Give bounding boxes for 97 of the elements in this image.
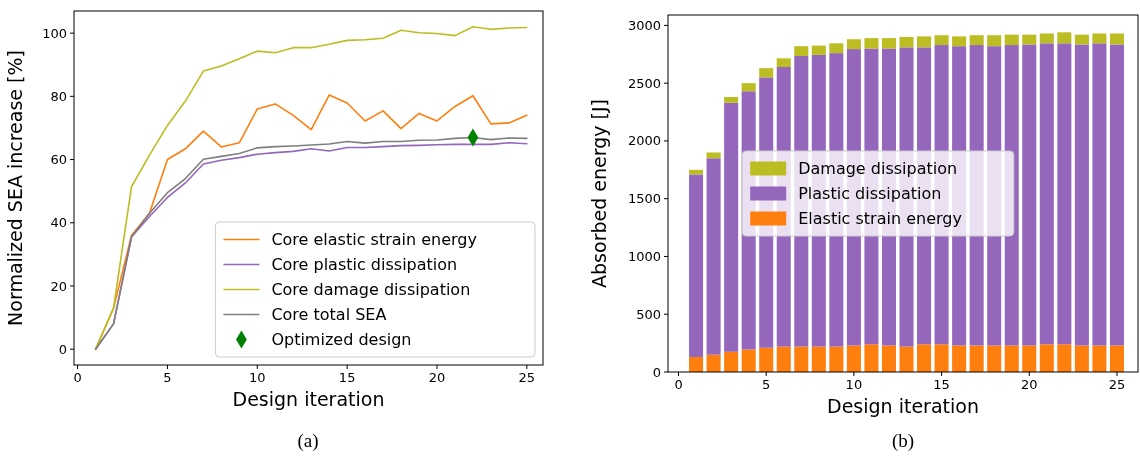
bar [1004,34,1019,46]
legend-label: Core damage dissipation [271,280,471,300]
bar [1057,344,1072,372]
bar [1109,33,1124,45]
bar [776,346,791,372]
bar [706,158,721,355]
text: (a) [297,430,319,452]
x-tick-label: 15 [933,377,950,392]
bar [811,346,826,372]
x-tick-label: 0 [674,377,683,392]
y-axis-title: Absorbed energy [J] [588,99,610,288]
bar [952,345,967,372]
bar [899,346,914,372]
y-tick-label: 60 [50,152,67,168]
x-tick-label: 25 [1108,377,1126,392]
x-tick-label: 10 [249,370,266,385]
y-tick-label: 2000 [627,133,661,149]
legend-label: Core total SEA [271,305,387,325]
y-tick-label: 3000 [627,17,661,33]
bar [1022,345,1037,372]
bar [1022,34,1037,45]
x-tick-label: 5 [163,370,172,385]
bar [969,345,984,372]
bar [741,83,756,92]
y-tick-label: 40 [50,215,67,231]
bar [1092,43,1107,346]
bar [724,102,739,352]
bar [811,45,826,55]
legend-label: Core plastic dissipation [271,255,458,275]
x-tick-label: 15 [338,370,356,385]
y-tick-label: 2500 [627,75,661,91]
bar [706,152,721,159]
bar [987,345,1002,372]
bar [987,35,1002,47]
x-tick-label: 10 [845,377,863,392]
y-axis-title: Normalized SEA increase [%] [4,50,26,326]
bar [1109,44,1124,346]
x-tick-label: 20 [428,370,446,385]
x-axis-title: Design iteration [232,388,385,410]
bar [1074,34,1089,45]
y-tick-label: 100 [42,25,67,41]
bar [1109,345,1124,372]
legend-label: Plastic dissipation [798,184,942,204]
bar [829,43,844,54]
bar [1039,344,1054,372]
y-tick-label: 80 [50,88,67,104]
bar [689,174,704,357]
x-tick-label: 5 [762,377,771,392]
bar [1092,345,1107,372]
bar [689,356,704,372]
x-axis-title: Design iteration [827,395,979,417]
bar [1057,43,1072,345]
bar [917,344,932,372]
bar [846,345,861,372]
bar [864,344,879,372]
legend-label: Elastic strain energy [798,209,962,229]
bar [917,36,932,48]
bar [864,38,879,49]
bar [724,97,739,103]
y-tick-label: 0 [58,341,67,357]
bar [846,39,861,50]
bar [1039,33,1054,44]
legend-label: Core elastic strain energy [271,230,477,250]
y-tick-label: 20 [50,278,67,294]
bar [1022,44,1037,346]
bar [794,346,809,372]
bar [1057,32,1072,44]
text: (b) [891,430,915,452]
bar [1074,345,1089,372]
bar [706,354,721,372]
y-tick-label: 1000 [627,249,661,265]
bar [881,345,896,372]
y-tick-label: 500 [636,306,661,322]
bar [899,36,914,48]
bar [741,349,756,372]
bar [759,68,774,78]
x-tick-label: 0 [73,370,82,385]
x-tick-label: 25 [518,370,536,385]
bar [1004,345,1019,372]
bar [829,346,844,372]
bar [776,58,791,67]
bar [1092,33,1107,44]
legend-label: Optimized design [271,330,412,350]
bar [759,347,774,372]
x-tick-label: 20 [1021,377,1038,392]
bar [881,38,896,49]
y-tick-label: 1500 [627,191,661,207]
bar [969,35,984,46]
bar [934,35,949,46]
bar [952,36,967,47]
bar [934,344,949,372]
bar [1039,43,1054,345]
bar [794,46,809,57]
bar [724,351,739,372]
line-series [94,26,528,350]
bar [1074,44,1089,346]
legend-label: Damage dissipation [798,159,958,179]
